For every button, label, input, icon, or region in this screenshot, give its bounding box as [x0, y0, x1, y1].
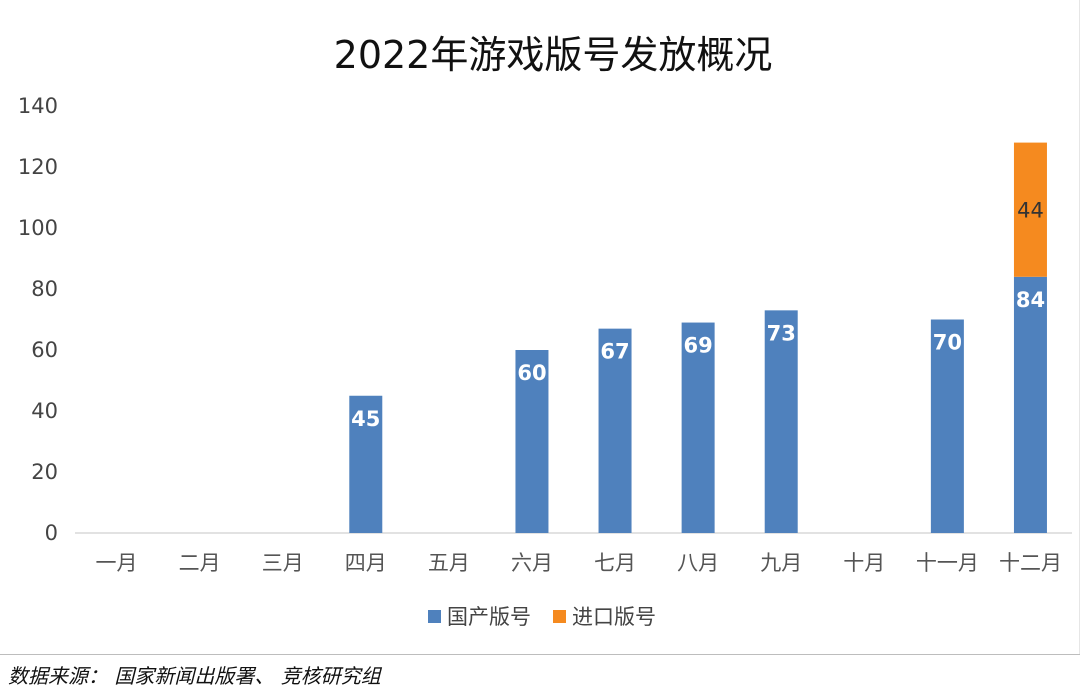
x-tick-label: 九月: [760, 551, 802, 575]
x-tick-label: 一月: [96, 551, 138, 575]
x-axis: 一月 二月 三月 四月 五月 六月 七月 八月 九月 十月 十一月 十二月: [96, 551, 1062, 575]
chart-title: 2022年游戏版号发放概况: [334, 33, 773, 77]
data-label: 60: [517, 361, 546, 385]
y-tick-label: 0: [45, 521, 58, 545]
bar-domestic: [764, 310, 798, 533]
y-tick-label: 140: [18, 94, 58, 118]
x-tick-label: 十一月: [916, 551, 979, 575]
x-tick-label: 六月: [511, 551, 553, 575]
x-tick-label: 三月: [262, 551, 304, 575]
source-note: 数据来源： 国家新闻出版署、 竞核研究组: [8, 664, 381, 688]
legend-label: 国产版号: [447, 605, 531, 629]
data-label: 67: [600, 340, 629, 364]
x-tick-label: 五月: [428, 551, 470, 575]
bar-imported: [1013, 142, 1047, 277]
bar-domestic: [349, 395, 383, 533]
legend-swatch: [428, 610, 441, 623]
data-label: 84: [1016, 288, 1045, 312]
bars-group: 45 60 67 69 73 70 84 44: [349, 142, 1047, 533]
y-tick-label: 120: [18, 155, 58, 179]
data-label: 73: [767, 321, 796, 345]
bar-domestic: [598, 328, 632, 533]
x-tick-label: 四月: [345, 551, 387, 575]
data-label: 70: [933, 331, 962, 355]
legend-label: 进口版号: [572, 605, 656, 629]
legend-swatch: [553, 610, 566, 623]
x-tick-label: 十二月: [999, 551, 1062, 575]
x-tick-label: 八月: [677, 551, 719, 575]
data-label: 44: [1017, 199, 1044, 223]
y-tick-label: 60: [31, 338, 58, 362]
x-tick-label: 七月: [594, 551, 636, 575]
y-tick-label: 80: [31, 277, 58, 301]
bar-chart: 2022年游戏版号发放概况 0 20 40 60 80 100 120 140 45 60 67 6…: [18, 33, 1072, 629]
y-tick-label: 20: [31, 460, 58, 484]
source-footer: 数据来源： 国家新闻出版署、 竞核研究组: [0, 654, 1080, 690]
bar-domestic: [1013, 276, 1047, 533]
chart-frame: 2022年游戏版号发放概况 0 20 40 60 80 100 120 140 45 60 67 6…: [18, 0, 1080, 654]
x-tick-label: 二月: [179, 551, 221, 575]
data-label: 69: [684, 334, 713, 358]
bar-domestic: [515, 350, 549, 533]
bar-domestic: [930, 319, 964, 533]
y-tick-label: 40: [31, 399, 58, 423]
data-label: 45: [351, 407, 380, 431]
y-tick-label: 100: [18, 216, 58, 240]
x-tick-label: 十月: [843, 551, 885, 575]
bar-domestic: [681, 322, 715, 533]
legend: 国产版号 进口版号: [428, 605, 656, 629]
y-axis: 0 20 40 60 80 100 120 140: [18, 94, 58, 545]
